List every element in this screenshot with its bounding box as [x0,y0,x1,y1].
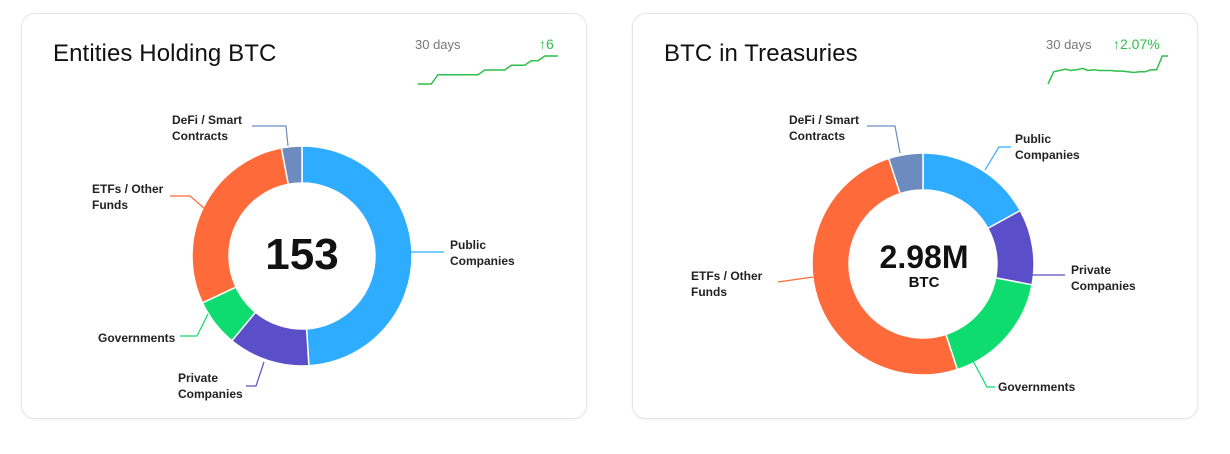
label-defi: DeFi / Smart Contracts [789,113,860,143]
donut-chart [777,125,1065,388]
change-indicator: ↑6 [539,36,554,52]
entities-holding-card: Entities Holding BTC 30 days ↑6 153 Publ… [21,13,587,419]
leader-line [180,313,209,337]
center-value: 153 [265,230,339,279]
sparkline-chart [1047,55,1168,85]
label-private-companies: Private Companies [1071,263,1136,293]
label-etfs: ETFs / Other Funds [691,269,763,299]
slice-governments[interactable] [944,276,1033,371]
card-title: BTC in Treasuries [664,40,858,67]
center-unit: BTC [908,274,940,291]
label-public-companies: Public Companies [1015,132,1080,162]
label-public-companies: Public Companies [450,238,515,268]
slice-etfs[interactable] [811,157,959,376]
leader-line [252,125,289,147]
btc-treasuries-card: BTC in Treasuries 30 days ↑2.07% 2.98M B… [632,13,1198,419]
leader-line [972,360,995,388]
leader-line [246,361,265,387]
sparkline-chart [418,55,558,85]
label-defi: DeFi / Smart Contracts [172,113,243,143]
label-governments: Governments [98,331,176,345]
leader-line [867,125,901,154]
sparkline-series [1047,55,1168,85]
donut-chart [170,125,444,387]
label-etfs: ETFs / Other Funds [92,182,164,212]
period-label: 30 days [415,37,461,52]
leader-line [984,146,1011,171]
period-label: 30 days [1046,37,1092,52]
label-governments: Governments [998,380,1076,394]
slice-defi[interactable] [280,145,303,186]
center-value: 2.98M [879,239,969,275]
change-indicator: ↑2.07% [1113,36,1160,52]
slice-public-companies[interactable] [301,145,413,367]
sparkline-series [418,55,558,85]
label-private-companies: Private Companies [178,371,243,401]
leader-line [777,276,814,283]
slice-public-companies[interactable] [922,152,1022,230]
leader-line [170,195,205,209]
card-title: Entities Holding BTC [53,40,277,67]
slice-defi[interactable] [887,152,924,195]
